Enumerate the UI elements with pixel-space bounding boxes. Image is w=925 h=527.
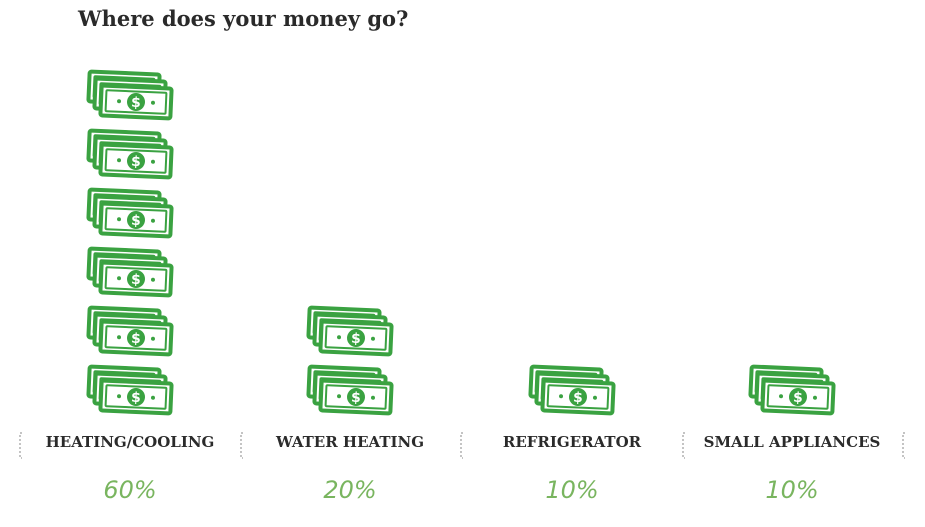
dollar-bill-stack-icon xyxy=(88,366,171,413)
column-divider xyxy=(460,432,463,459)
dollar-bill-stack-icon xyxy=(750,366,833,413)
percent-label: 60% xyxy=(103,476,156,504)
dollar-bill-stack-icon xyxy=(88,248,171,295)
dollar-bill-stack-icon xyxy=(530,366,613,413)
column-divider xyxy=(240,432,243,459)
chart-title: Where does your money go? xyxy=(78,6,409,31)
percent-label: 10% xyxy=(765,476,818,504)
dollar-bill-stack-icon xyxy=(88,71,171,118)
dollar-bill-stack-icon xyxy=(308,307,391,354)
dollar-bill-stack-icon xyxy=(88,130,171,177)
percent-label: 20% xyxy=(323,476,376,504)
category-label: HEATING/COOLING xyxy=(46,433,215,451)
column-divider xyxy=(902,432,905,459)
dollar-bill-stack-icon xyxy=(308,366,391,413)
category-label: SMALL APPLIANCES xyxy=(704,433,881,451)
column-divider xyxy=(19,432,22,459)
category-label: REFRIGERATOR xyxy=(503,433,642,451)
dollar-bill-stack-icon xyxy=(88,307,171,354)
dollar-bill-stack-icon xyxy=(88,189,171,236)
category-label: WATER HEATING xyxy=(275,433,424,451)
percent-label: 10% xyxy=(545,476,598,504)
column-divider xyxy=(682,432,685,459)
